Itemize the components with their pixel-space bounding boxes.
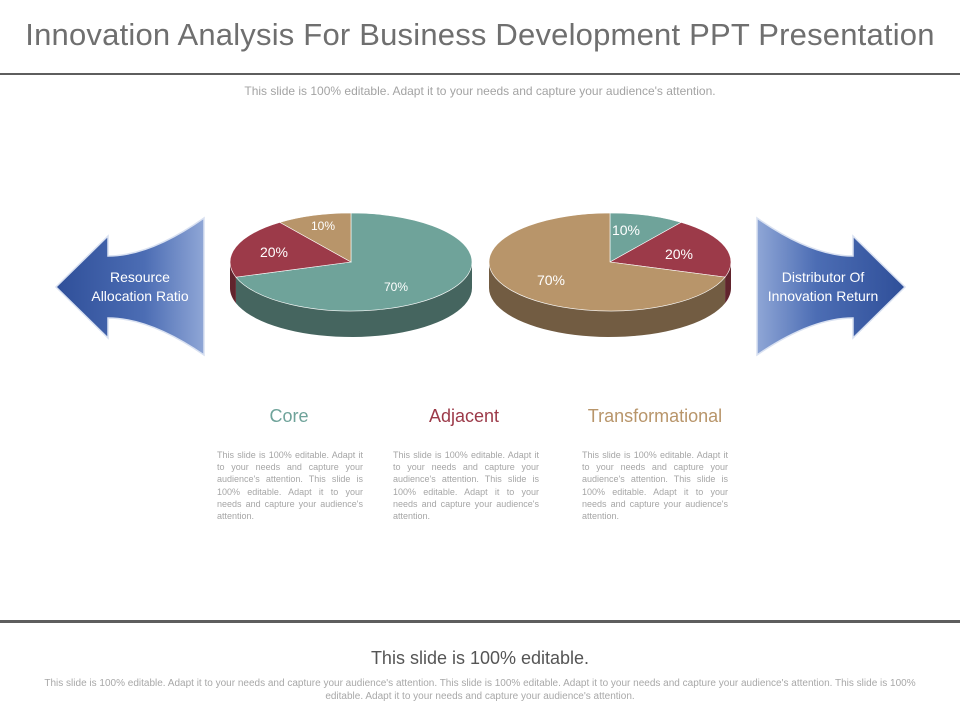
footer-body: This slide is 100% editable. Adapt it to…	[44, 678, 916, 702]
pie-slice	[609, 212, 682, 263]
pie-slice-label: 10%	[311, 219, 335, 233]
column-body-transformational: This slide is 100% editable. Adapt it to…	[582, 450, 728, 522]
pie-side-wall	[230, 262, 236, 304]
pie-slice-label: 70%	[537, 272, 565, 288]
left-arrow-shape	[54, 216, 205, 357]
footer-title: This slide is 100% editable.	[370, 648, 590, 668]
pie-side-wall	[725, 262, 731, 304]
pie-slice-label: 70%	[384, 280, 408, 294]
column-body-adjacent: This slide is 100% editable. Adapt it to…	[393, 450, 539, 522]
bottom-divider	[0, 620, 960, 623]
pie-slice-label: 20%	[260, 244, 288, 260]
pie-side-wall	[489, 262, 726, 337]
column-heading-adjacent: Adjacent	[428, 406, 500, 426]
column-heading-transformational: Transformational	[587, 406, 723, 426]
left-arrow-label: Resource Allocation Ratio	[91, 269, 189, 304]
slide-title: Innovation Analysis For Business Develop…	[25, 17, 935, 52]
pie-slice	[235, 212, 473, 312]
pie-slice	[488, 212, 726, 312]
pie-slice-label: 20%	[665, 246, 693, 262]
pie-slice	[609, 222, 732, 278]
column-heading-core: Core	[269, 406, 309, 426]
pie-chart-transformational: 10% 20% 70%	[488, 212, 732, 337]
pie-slice	[229, 222, 352, 278]
pie-chart-core: 70% 20% 10%	[229, 212, 473, 337]
top-divider	[0, 73, 960, 75]
slide-subtitle: This slide is 100% editable. Adapt it to…	[244, 84, 716, 98]
right-arrow-shape	[756, 216, 907, 357]
right-arrow-label: Distributor Of Innovation Return	[767, 269, 879, 304]
pie-side-wall	[235, 262, 472, 337]
pie-slice-label: 10%	[612, 222, 640, 238]
pie-slice	[279, 212, 352, 263]
column-body-core: This slide is 100% editable. Adapt it to…	[217, 450, 363, 522]
